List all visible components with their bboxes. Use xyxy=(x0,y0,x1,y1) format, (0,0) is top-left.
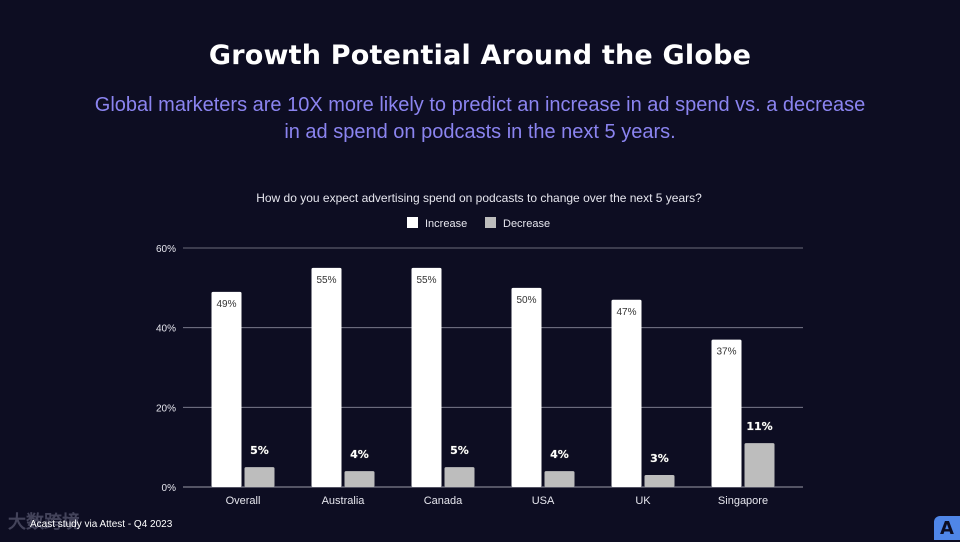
legend-swatch-increase xyxy=(407,217,418,228)
x-tick-label: Canada xyxy=(424,495,463,507)
watermark-text: 大数跨境 xyxy=(8,512,80,533)
bar-decrease-overall xyxy=(244,467,275,487)
data-label-decrease: 5% xyxy=(450,444,469,457)
data-label-decrease: 11% xyxy=(746,420,772,433)
legend-label-decrease: Decrease xyxy=(503,218,550,230)
slide-title: Growth Potential Around the Globe xyxy=(208,40,752,71)
bar-increase-australia xyxy=(311,267,342,487)
bar-decrease-usa xyxy=(544,471,575,487)
data-label-increase: 50% xyxy=(516,295,536,306)
bar-increase-singapore xyxy=(711,339,742,487)
x-tick-label: UK xyxy=(635,495,651,507)
bar-decrease-singapore xyxy=(744,443,775,487)
bar-decrease-canada xyxy=(444,467,475,487)
data-label-increase: 55% xyxy=(416,275,436,286)
data-label-increase: 49% xyxy=(216,299,236,310)
acast-logo-icon: A xyxy=(934,516,960,540)
data-label-increase: 47% xyxy=(616,307,636,318)
bar-decrease-australia xyxy=(344,471,375,487)
slide-subtitle: Global marketers are 10X more likely to … xyxy=(94,94,866,143)
data-label-increase: 37% xyxy=(716,347,736,358)
data-label-decrease: 4% xyxy=(550,448,569,461)
bar-decrease-uk xyxy=(644,475,675,487)
y-tick-label: 60% xyxy=(156,244,176,255)
x-tick-label: Singapore xyxy=(718,495,768,507)
bar-increase-canada xyxy=(411,267,442,487)
source-footnote: Acast study via Attest - Q4 2023 xyxy=(30,519,173,530)
bar-increase-overall xyxy=(211,291,242,487)
legend-swatch-decrease xyxy=(485,217,496,228)
x-tick-label: Australia xyxy=(322,495,366,507)
data-label-increase: 55% xyxy=(316,275,336,286)
bar-increase-usa xyxy=(511,287,542,487)
chart-title: How do you expect advertising spend on p… xyxy=(256,191,702,205)
legend-label-increase: Increase xyxy=(425,218,467,230)
x-tick-label: USA xyxy=(532,495,555,507)
y-tick-label: 0% xyxy=(162,483,177,494)
x-tick-label: Overall xyxy=(226,495,261,507)
data-label-decrease: 4% xyxy=(350,448,369,461)
bar-increase-uk xyxy=(611,299,642,487)
data-label-decrease: 5% xyxy=(250,444,269,457)
y-tick-label: 40% xyxy=(156,324,176,335)
data-label-decrease: 3% xyxy=(650,452,669,465)
y-tick-label: 20% xyxy=(156,403,176,414)
